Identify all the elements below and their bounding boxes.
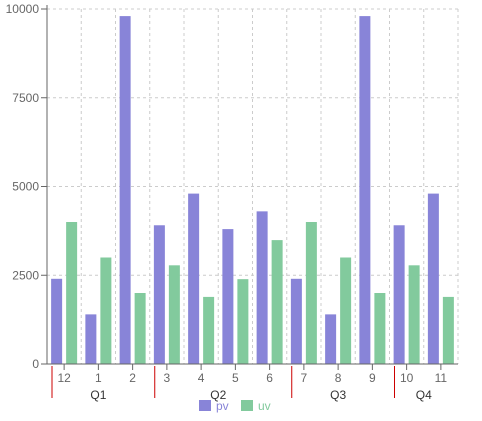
y-tick-label: 0 [32, 357, 39, 371]
quarter-label: Q1 [90, 388, 106, 402]
bar-uv-2[interactable] [134, 293, 146, 364]
y-axis-ticks: 0 2500 5000 7500 10000 [6, 2, 47, 371]
quarter-groups: Q1 Q2 Q3 Q4 [51, 366, 432, 402]
chart-axes [46, 5, 458, 365]
chart-bars [51, 16, 454, 364]
bar-pv-10[interactable] [393, 225, 405, 364]
bar-pv-5[interactable] [222, 229, 234, 364]
bar-pv-11[interactable] [427, 193, 439, 364]
x-tick-label: 10 [400, 371, 414, 385]
bar-uv-3[interactable] [168, 265, 180, 364]
bar-pv-1[interactable] [85, 314, 97, 364]
x-axis-ticks: 12 1 2 3 4 5 6 7 8 9 10 11 [57, 364, 447, 385]
quarter-label: Q3 [330, 388, 346, 402]
y-tick-label: 2500 [12, 268, 39, 282]
legend-item-uv[interactable]: uv [241, 399, 271, 413]
legend-label: uv [258, 399, 271, 413]
bar-uv-11[interactable] [442, 296, 454, 364]
bar-uv-9[interactable] [374, 293, 386, 364]
x-tick-label: 9 [369, 371, 376, 385]
x-tick-label: 12 [57, 371, 71, 385]
legend-item-pv[interactable]: pv [199, 399, 229, 413]
y-tick-label: 10000 [6, 2, 40, 16]
x-tick-label: 1 [95, 371, 102, 385]
bar-pv-3[interactable] [153, 225, 165, 364]
bar-uv-1[interactable] [100, 257, 112, 365]
legend-swatch [199, 400, 211, 411]
x-tick-label: 11 [435, 371, 448, 385]
x-tick-label: 2 [129, 371, 136, 385]
y-tick-label: 5000 [12, 180, 39, 194]
legend-label: pv [216, 399, 229, 413]
chart-legend[interactable]: pv uv [199, 399, 271, 413]
chart-grid [47, 8, 459, 364]
quarter-label: Q2 [210, 388, 226, 402]
bar-uv-6[interactable] [271, 240, 283, 364]
bar-uv-8[interactable] [340, 257, 352, 365]
x-tick-label: 7 [301, 371, 308, 385]
bar-pv-8[interactable] [325, 314, 337, 364]
x-tick-label: 3 [164, 371, 171, 385]
bar-pv-2[interactable] [119, 16, 131, 364]
y-tick-label: 7500 [12, 91, 39, 105]
bar-uv-10[interactable] [408, 265, 420, 364]
x-tick-label: 4 [198, 371, 205, 385]
x-tick-label: 5 [232, 371, 239, 385]
bar-uv-5[interactable] [237, 279, 249, 364]
bar-pv-7[interactable] [290, 278, 302, 364]
bar-pv-9[interactable] [359, 16, 371, 364]
bar-uv-12[interactable] [66, 222, 78, 364]
quarter-label: Q4 [416, 388, 432, 402]
bar-uv-4[interactable] [203, 296, 215, 364]
bar-pv-4[interactable] [188, 193, 200, 364]
x-tick-label: 6 [266, 371, 273, 385]
legend-swatch [241, 400, 253, 411]
bar-pv-12[interactable] [51, 278, 63, 364]
bar-pv-6[interactable] [256, 211, 268, 364]
x-tick-label: 8 [335, 371, 342, 385]
bar-uv-7[interactable] [305, 222, 317, 364]
